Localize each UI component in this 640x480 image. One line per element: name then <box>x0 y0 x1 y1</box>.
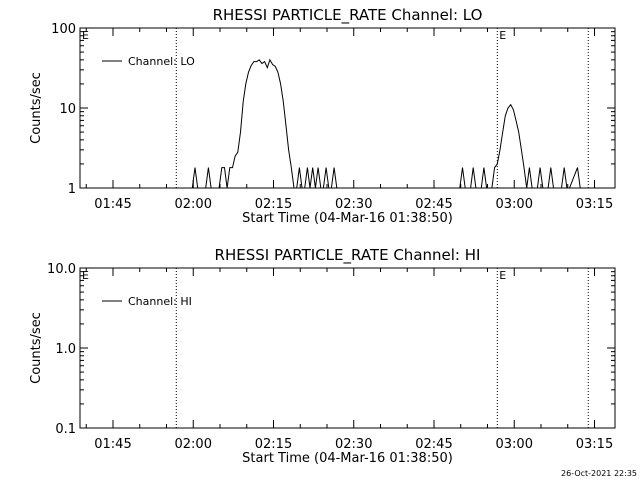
x-tick-label: 02:15 <box>255 197 292 212</box>
y-tick-label: 10.0 <box>47 262 76 277</box>
legend-label: Channel: HI <box>128 295 192 308</box>
annotation-label: E <box>82 29 89 42</box>
x-tick-label: 03:00 <box>496 437 533 452</box>
timestamp-footer: 26-Oct-2021 22:35 <box>561 469 637 478</box>
x-tick-label: 02:30 <box>335 197 372 212</box>
chart-panel-0 <box>79 27 616 189</box>
x-tick-label: 02:00 <box>175 437 212 452</box>
x-tick-label: 03:15 <box>576 437 613 452</box>
y-axis-label: Counts/sec <box>29 72 44 144</box>
x-tick-label: 03:15 <box>576 197 613 212</box>
y-tick-label: 0.1 <box>55 422 76 437</box>
x-tick-label: 01:45 <box>94 197 131 212</box>
x-tick-label: 02:45 <box>415 437 452 452</box>
x-axis-label: Start Time (04-Mar-16 01:38:50) <box>242 451 453 466</box>
chart-panel-1 <box>79 267 616 429</box>
plot-frame <box>79 267 616 429</box>
legend-label: Channel: LO <box>128 55 195 68</box>
series-line-0 <box>187 58 583 189</box>
x-axis-label: Start Time (04-Mar-16 01:38:50) <box>242 211 453 226</box>
annotation-label: E <box>499 269 506 282</box>
y-tick-label: 1 <box>68 182 76 197</box>
annotation-label: E <box>82 269 89 282</box>
y-axis-label: Counts/sec <box>29 312 44 384</box>
chart-title: RHESSI PARTICLE_RATE Channel: LO <box>213 6 483 25</box>
x-tick-label: 03:00 <box>496 197 533 212</box>
x-tick-label: 02:15 <box>255 437 292 452</box>
y-tick-label: 10 <box>59 102 76 117</box>
x-tick-label: 02:00 <box>175 197 212 212</box>
y-tick-label: 100 <box>51 22 76 37</box>
plot-frame <box>79 27 616 189</box>
y-tick-label: 1.0 <box>55 342 76 357</box>
x-tick-label: 01:45 <box>94 437 131 452</box>
annotation-label: E <box>499 29 506 42</box>
chart-title: RHESSI PARTICLE_RATE Channel: HI <box>215 246 481 265</box>
x-tick-label: 02:30 <box>335 437 372 452</box>
x-tick-label: 02:45 <box>415 197 452 212</box>
